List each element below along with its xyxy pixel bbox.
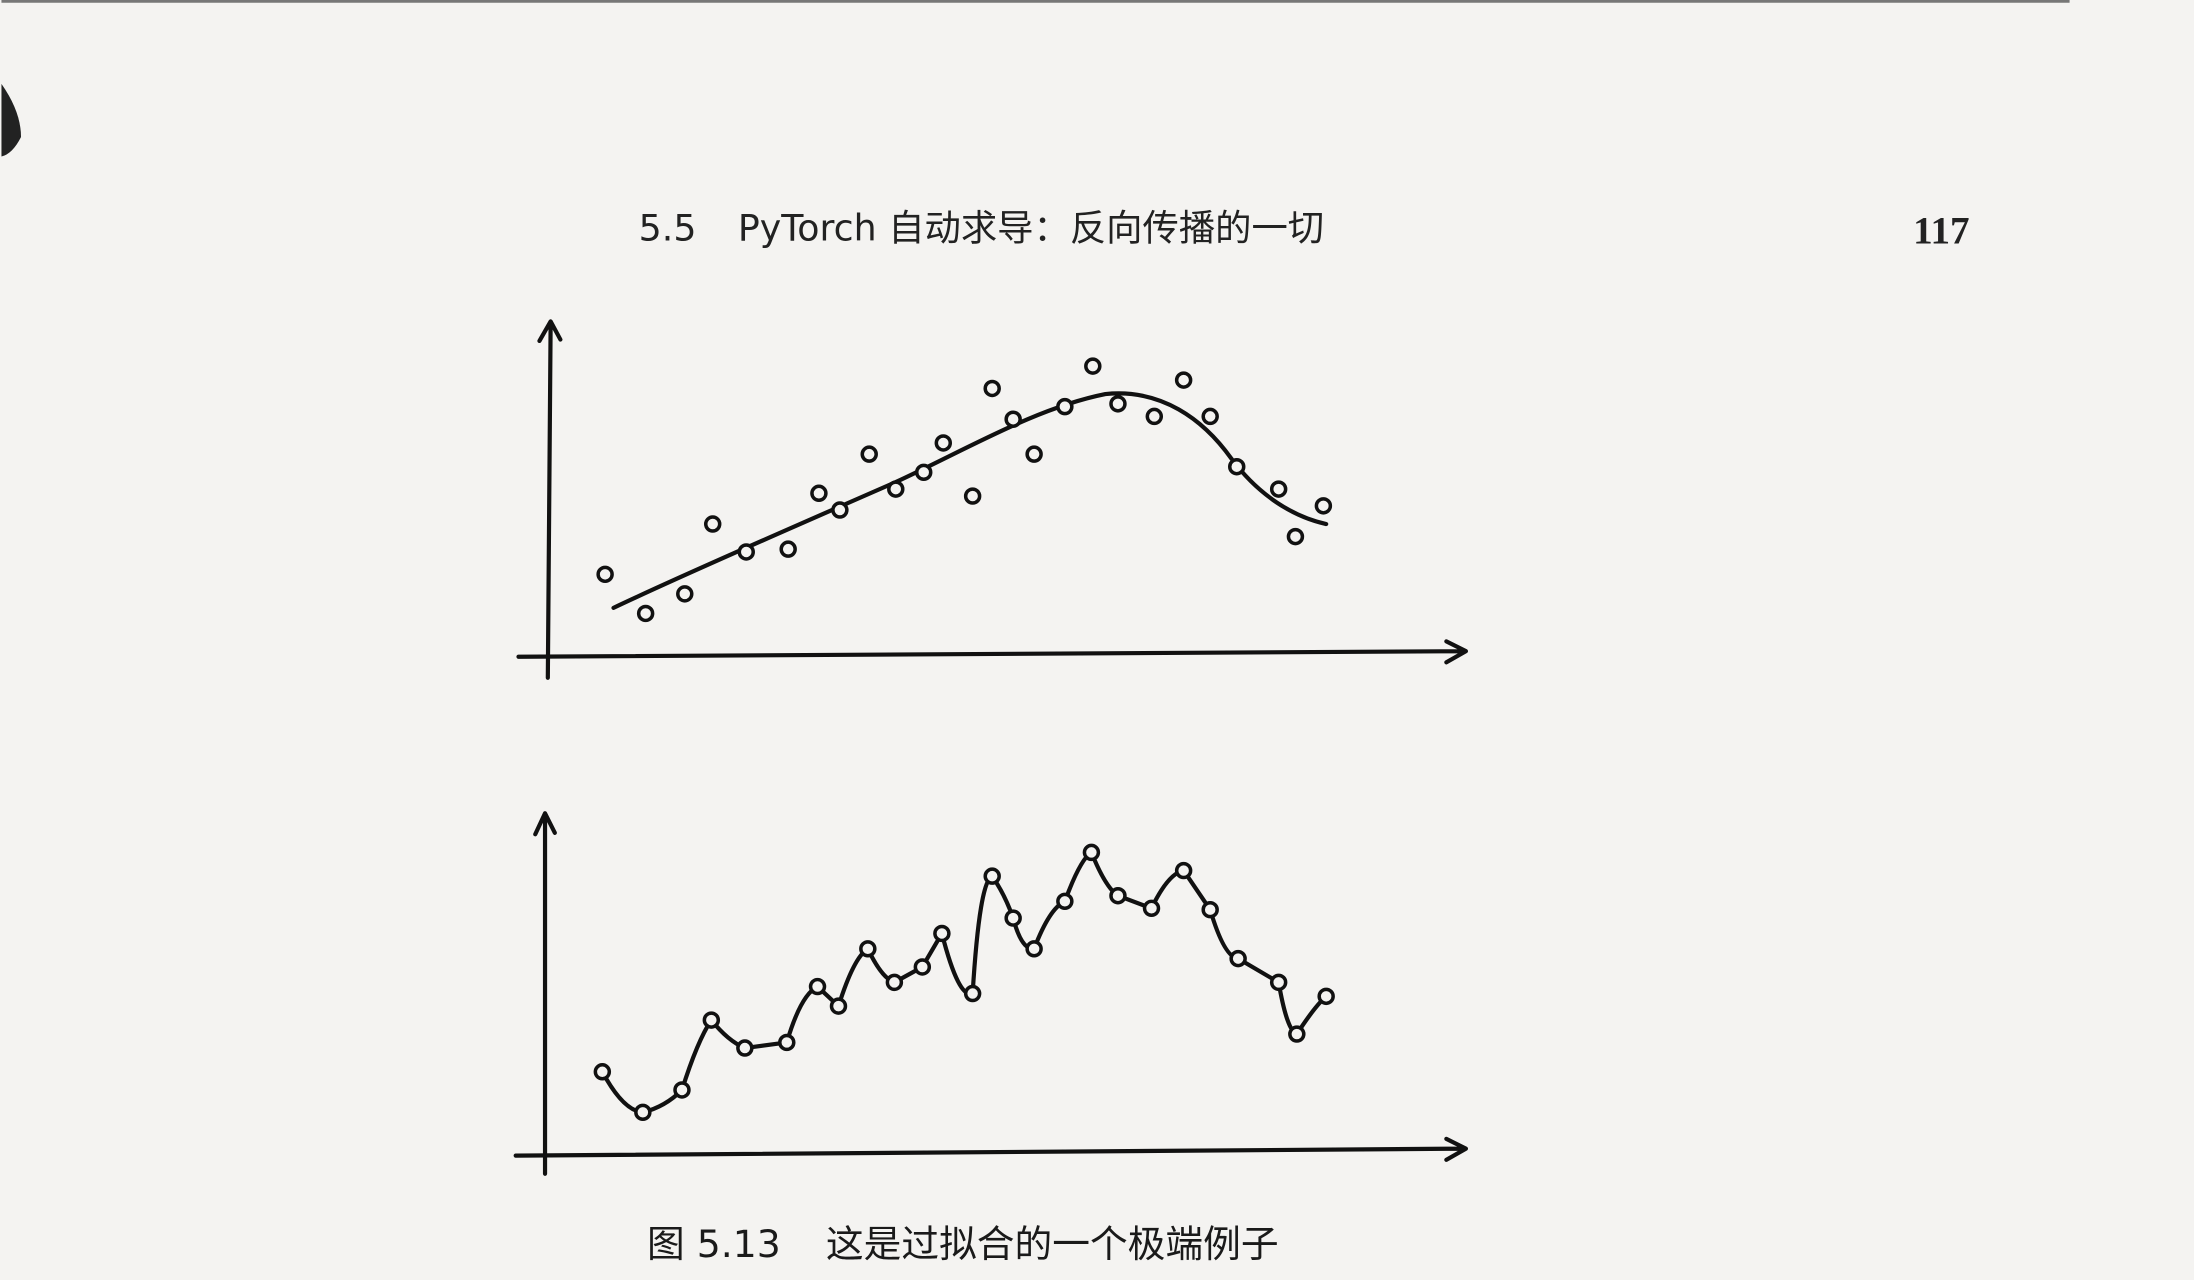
data-point [737,543,755,561]
data-point [860,445,878,463]
data-point [829,997,848,1015]
data-point [1269,973,1288,992]
data-point [1109,886,1127,905]
data-point [636,604,655,623]
data-point [1025,940,1043,958]
data-point [673,1081,691,1099]
data-point [1004,909,1022,927]
data-point [1314,497,1333,515]
data-point [736,1039,754,1057]
data-point [634,1103,652,1122]
data-point [1056,892,1074,911]
data-point [1004,410,1022,428]
data-point [1269,480,1288,498]
data-point [1317,987,1335,1006]
data-point [1025,445,1043,463]
data-point [933,924,951,943]
data-point [885,973,904,992]
data-point [963,487,982,505]
data-point [1174,371,1193,389]
data-point [983,379,1001,398]
data-point [779,540,797,558]
figure-top [516,319,1469,680]
data-point [1174,861,1193,880]
data-point [808,977,827,996]
data-point [1201,900,1219,919]
data-point [859,940,877,958]
data-point [1201,407,1219,426]
data-point [1082,843,1101,862]
data-point [934,434,953,452]
data-point [1142,899,1161,918]
data-point [778,1033,796,1052]
data-point [1229,949,1247,968]
page-number: 117 [1913,210,1970,253]
data-point [702,1011,721,1029]
data-point [810,484,828,503]
data-points [593,843,1335,1122]
data-point [887,480,905,498]
data-point [1056,397,1074,416]
figure-bottom [513,811,1469,1176]
data-point [914,463,933,482]
figure-caption: 这是过拟合的一个极端例子 [826,1222,1279,1266]
data-point [1145,407,1164,426]
x-axis [516,639,1469,665]
edge-shadow [1,83,22,157]
data-point [831,501,849,519]
data-point [593,1063,612,1081]
running-header: PyTorch 自动求导：反向传播的一切 [738,207,1324,250]
y-axis [533,811,557,1176]
data-point [1109,395,1127,413]
data-point [913,958,932,976]
data-point [1084,357,1102,375]
data-point [596,565,614,584]
x-axis [513,1136,1469,1162]
data-point [703,515,722,533]
data-point [1286,527,1305,546]
data-points [596,357,1333,623]
figure-label: 图 5.13 [647,1222,781,1266]
data-point [983,867,1001,885]
data-point [1288,1025,1306,1043]
data-point [963,984,982,1003]
data-point [676,585,694,603]
data-point [1228,457,1246,476]
section-number: 5.5 [639,207,697,250]
y-axis [537,319,563,680]
